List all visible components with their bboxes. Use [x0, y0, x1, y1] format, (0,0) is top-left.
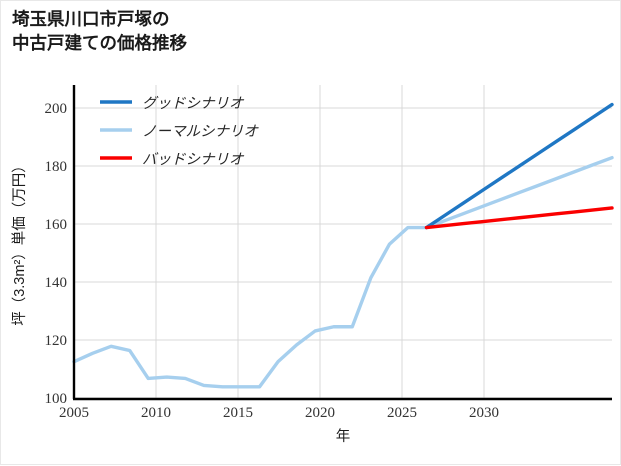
legend-label-good: グッドシナリオ	[142, 95, 245, 112]
y-tick-label: 160	[45, 217, 68, 233]
y-tick-labels: 100 120 140 160 180 200	[45, 101, 68, 407]
legend-label-normal: ノーマルシナリオ	[142, 124, 259, 140]
x-axis-title: 年	[336, 428, 351, 445]
x-tick-label: 2025	[387, 405, 417, 421]
x-tick-label: 2030	[469, 405, 499, 421]
y-tick-label: 200	[45, 101, 68, 117]
chart-title: 埼玉県川口市戸塚の 中古戸建ての価格推移	[12, 9, 187, 54]
y-tick-label: 180	[45, 159, 68, 175]
y-tick-label: 120	[45, 333, 68, 349]
y-tick-label: 140	[45, 275, 68, 291]
y-tick-label: 100	[45, 391, 68, 407]
x-tick-label: 2015	[223, 405, 253, 421]
series-group	[72, 102, 614, 389]
chart-legend: グッドシナリオ ノーマルシナリオ バッドシナリオ	[100, 95, 259, 168]
x-tick-label: 2010	[141, 405, 171, 421]
series-line-normal	[72, 155, 614, 389]
x-tick-label: 2020	[305, 405, 335, 421]
x-gridlines	[73, 85, 485, 398]
x-tick-label: 2005	[59, 405, 89, 421]
legend-label-bad: バッドシナリオ	[142, 152, 245, 168]
series-line-bad	[424, 206, 614, 230]
series-line-good	[424, 102, 614, 230]
x-tick-labels: 2005 2010 2015 2020 2025 2030	[59, 405, 499, 421]
axis-spines	[72, 85, 612, 401]
y-axis-title: 坪（3.3m²）単価（万円）	[11, 158, 28, 326]
